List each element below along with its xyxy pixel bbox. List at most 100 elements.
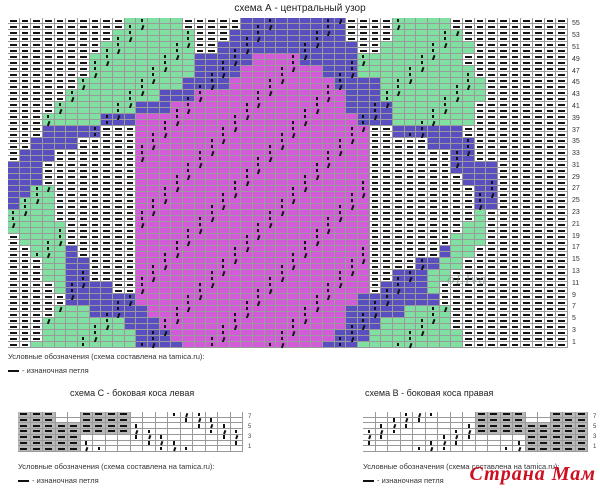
- chart-cell[interactable]: [206, 66, 218, 72]
- chart-cell[interactable]: [498, 24, 510, 30]
- chart-cell[interactable]: [124, 54, 137, 60]
- chart-cell[interactable]: [194, 30, 207, 36]
- chart-cell[interactable]: [171, 342, 183, 348]
- chart-cell[interactable]: [451, 36, 463, 42]
- chart-cell[interactable]: [78, 18, 90, 24]
- sub-chart-cell[interactable]: [68, 446, 81, 452]
- chart-cell[interactable]: [43, 342, 55, 348]
- chart-cell[interactable]: [544, 48, 557, 54]
- chart-cell[interactable]: [229, 24, 242, 30]
- chart-cell[interactable]: [451, 42, 463, 48]
- chart-cell[interactable]: [334, 36, 347, 42]
- chart-cell[interactable]: [486, 48, 498, 54]
- chart-cell[interactable]: [101, 78, 113, 84]
- chart-cell[interactable]: [218, 24, 230, 30]
- chart-cell[interactable]: [78, 60, 90, 66]
- chart-cell[interactable]: [19, 42, 32, 48]
- chart-cell[interactable]: [416, 18, 428, 24]
- chart-cell[interactable]: [101, 30, 113, 36]
- chart-cell[interactable]: [19, 36, 32, 42]
- chart-cell[interactable]: [463, 42, 475, 48]
- chart-cell[interactable]: [66, 30, 78, 36]
- chart-cell[interactable]: [159, 36, 172, 42]
- chart-cell[interactable]: [509, 72, 522, 78]
- chart-cell[interactable]: [509, 48, 522, 54]
- chart-cell[interactable]: [264, 342, 277, 348]
- chart-cell[interactable]: [463, 342, 475, 348]
- chart-cell[interactable]: [416, 42, 428, 48]
- chart-cell[interactable]: [299, 36, 312, 42]
- chart-cell[interactable]: [113, 60, 125, 66]
- chart-cell[interactable]: [533, 54, 545, 60]
- chart-cell[interactable]: [369, 72, 382, 78]
- chart-cell[interactable]: [159, 42, 172, 48]
- chart-cell[interactable]: [8, 30, 20, 36]
- chart-cell[interactable]: [218, 30, 230, 36]
- chart-cell[interactable]: [241, 24, 253, 30]
- chart-cell[interactable]: [148, 54, 160, 60]
- chart-cell[interactable]: [498, 18, 510, 24]
- chart-cell[interactable]: [299, 24, 312, 30]
- chart-cell[interactable]: [78, 24, 90, 30]
- chart-cell[interactable]: [183, 24, 195, 30]
- chart-cell[interactable]: [206, 24, 218, 30]
- chart-cell[interactable]: [78, 54, 90, 60]
- chart-cell[interactable]: [369, 30, 382, 36]
- chart-cell[interactable]: [171, 36, 183, 42]
- chart-cell[interactable]: [428, 66, 440, 72]
- chart-cell[interactable]: [89, 72, 102, 78]
- chart-cell[interactable]: [183, 72, 195, 78]
- chart-cell[interactable]: [253, 66, 265, 72]
- chart-cell[interactable]: [89, 30, 102, 36]
- chart-cell[interactable]: [498, 66, 510, 72]
- chart-cell[interactable]: [159, 342, 172, 348]
- chart-cell[interactable]: [78, 66, 90, 72]
- chart-cell[interactable]: [54, 66, 67, 72]
- chart-cell[interactable]: [194, 54, 207, 60]
- chart-cell[interactable]: [113, 72, 125, 78]
- chart-cell[interactable]: [381, 342, 393, 348]
- chart-cell[interactable]: [276, 342, 288, 348]
- chart-cell[interactable]: [31, 48, 43, 54]
- chart-cell[interactable]: [124, 66, 137, 72]
- chart-cell[interactable]: [194, 66, 207, 72]
- chart-cell[interactable]: [194, 342, 207, 348]
- chart-cell[interactable]: [369, 60, 382, 66]
- chart-cell[interactable]: [229, 342, 242, 348]
- chart-cell[interactable]: [556, 54, 568, 60]
- chart-cell[interactable]: [229, 36, 242, 42]
- chart-cell[interactable]: [183, 18, 195, 24]
- chart-cell[interactable]: [439, 48, 452, 54]
- chart-cell[interactable]: [334, 60, 347, 66]
- chart-cell[interactable]: [416, 72, 428, 78]
- chart-cell[interactable]: [8, 36, 20, 42]
- chart-cell[interactable]: [31, 30, 43, 36]
- chart-cell[interactable]: [276, 24, 288, 30]
- chart-cell[interactable]: [54, 72, 67, 78]
- chart-cell[interactable]: [31, 78, 43, 84]
- chart-cell[interactable]: [264, 60, 277, 66]
- chart-cell[interactable]: [264, 72, 277, 78]
- chart-cell[interactable]: [241, 54, 253, 60]
- chart-cell[interactable]: [311, 18, 323, 24]
- chart-cell[interactable]: [544, 72, 557, 78]
- chart-cell[interactable]: [264, 24, 277, 30]
- chart-cell[interactable]: [404, 60, 417, 66]
- chart-cell[interactable]: [486, 342, 498, 348]
- chart-cell[interactable]: [486, 42, 498, 48]
- chart-cell[interactable]: [78, 42, 90, 48]
- chart-cell[interactable]: [393, 30, 405, 36]
- chart-cell[interactable]: [206, 36, 218, 42]
- chart-cell[interactable]: [463, 30, 475, 36]
- chart-cell[interactable]: [148, 24, 160, 30]
- chart-cell[interactable]: [463, 54, 475, 60]
- chart-cell[interactable]: [218, 18, 230, 24]
- chart-cell[interactable]: [101, 42, 113, 48]
- sub-chart-cell[interactable]: [193, 446, 206, 452]
- chart-cell[interactable]: [486, 36, 498, 42]
- chart-cell[interactable]: [31, 54, 43, 60]
- chart-cell[interactable]: [451, 60, 463, 66]
- chart-cell[interactable]: [66, 342, 78, 348]
- chart-cell[interactable]: [311, 72, 323, 78]
- chart-cell[interactable]: [171, 60, 183, 66]
